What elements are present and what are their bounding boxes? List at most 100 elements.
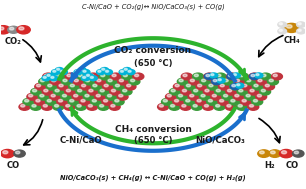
Circle shape xyxy=(99,105,104,107)
Circle shape xyxy=(32,89,37,92)
Circle shape xyxy=(54,105,59,107)
Circle shape xyxy=(174,99,179,102)
Circle shape xyxy=(44,74,49,77)
Circle shape xyxy=(92,99,96,102)
Circle shape xyxy=(208,99,212,102)
Text: C-Ni/CaO: C-Ni/CaO xyxy=(60,136,103,145)
Circle shape xyxy=(194,89,198,92)
Circle shape xyxy=(194,74,198,77)
Circle shape xyxy=(248,104,259,110)
Circle shape xyxy=(90,76,93,78)
Circle shape xyxy=(87,104,98,110)
Circle shape xyxy=(53,104,64,110)
Circle shape xyxy=(88,105,92,107)
Circle shape xyxy=(298,29,301,31)
Circle shape xyxy=(17,26,30,34)
Circle shape xyxy=(234,78,245,85)
Circle shape xyxy=(228,74,232,77)
Circle shape xyxy=(237,84,240,86)
Circle shape xyxy=(1,149,14,158)
Circle shape xyxy=(257,94,262,97)
Circle shape xyxy=(179,79,183,82)
Circle shape xyxy=(284,23,299,33)
Circle shape xyxy=(53,88,64,95)
Circle shape xyxy=(209,84,213,87)
Circle shape xyxy=(252,83,263,90)
Circle shape xyxy=(211,78,222,85)
Circle shape xyxy=(54,73,65,80)
Circle shape xyxy=(61,78,72,85)
Circle shape xyxy=(298,23,301,25)
Circle shape xyxy=(79,68,82,70)
Circle shape xyxy=(43,73,54,80)
Circle shape xyxy=(106,93,117,100)
Circle shape xyxy=(95,93,106,100)
Circle shape xyxy=(199,93,210,100)
Circle shape xyxy=(85,79,90,82)
Circle shape xyxy=(246,94,250,97)
Circle shape xyxy=(77,105,81,107)
Circle shape xyxy=(44,89,48,92)
Circle shape xyxy=(212,78,222,85)
Circle shape xyxy=(87,88,98,95)
Circle shape xyxy=(40,94,44,97)
Circle shape xyxy=(250,89,254,92)
Circle shape xyxy=(36,84,41,87)
Circle shape xyxy=(241,98,252,105)
Circle shape xyxy=(81,76,90,81)
Circle shape xyxy=(78,74,82,77)
Circle shape xyxy=(19,27,24,30)
Circle shape xyxy=(244,93,256,100)
Circle shape xyxy=(174,83,184,90)
Circle shape xyxy=(50,93,60,100)
Circle shape xyxy=(79,98,90,105)
Circle shape xyxy=(96,94,100,97)
Circle shape xyxy=(61,93,72,100)
Circle shape xyxy=(24,99,29,102)
Circle shape xyxy=(55,67,64,73)
Circle shape xyxy=(57,98,68,105)
Circle shape xyxy=(265,84,269,87)
Circle shape xyxy=(297,29,305,34)
Circle shape xyxy=(34,98,45,105)
Circle shape xyxy=(16,151,20,154)
Circle shape xyxy=(107,94,112,97)
Circle shape xyxy=(56,74,60,77)
Circle shape xyxy=(278,22,287,27)
Text: CO₂: CO₂ xyxy=(5,37,22,46)
Circle shape xyxy=(230,83,241,90)
Circle shape xyxy=(75,104,86,110)
Circle shape xyxy=(241,83,252,90)
Circle shape xyxy=(211,93,222,100)
Circle shape xyxy=(82,70,90,75)
Circle shape xyxy=(243,84,247,87)
Circle shape xyxy=(222,78,233,85)
Circle shape xyxy=(74,70,82,75)
Circle shape xyxy=(67,74,71,77)
Circle shape xyxy=(159,105,163,107)
Circle shape xyxy=(32,105,36,107)
Text: CO: CO xyxy=(7,160,20,170)
Circle shape xyxy=(39,78,50,85)
Circle shape xyxy=(181,73,192,80)
Circle shape xyxy=(205,89,209,92)
Circle shape xyxy=(106,70,109,72)
Circle shape xyxy=(55,89,59,92)
Circle shape xyxy=(212,94,216,97)
Circle shape xyxy=(81,84,86,87)
Circle shape xyxy=(192,104,202,110)
Circle shape xyxy=(89,74,94,77)
Circle shape xyxy=(249,74,259,80)
Circle shape xyxy=(42,88,53,95)
Circle shape xyxy=(182,89,187,92)
Circle shape xyxy=(111,89,116,92)
Circle shape xyxy=(220,84,224,87)
Circle shape xyxy=(261,89,265,92)
Circle shape xyxy=(78,89,82,92)
Circle shape xyxy=(80,83,91,90)
Circle shape xyxy=(129,78,140,85)
Circle shape xyxy=(91,83,102,90)
Circle shape xyxy=(133,73,144,80)
Circle shape xyxy=(100,89,104,92)
Circle shape xyxy=(85,94,89,97)
